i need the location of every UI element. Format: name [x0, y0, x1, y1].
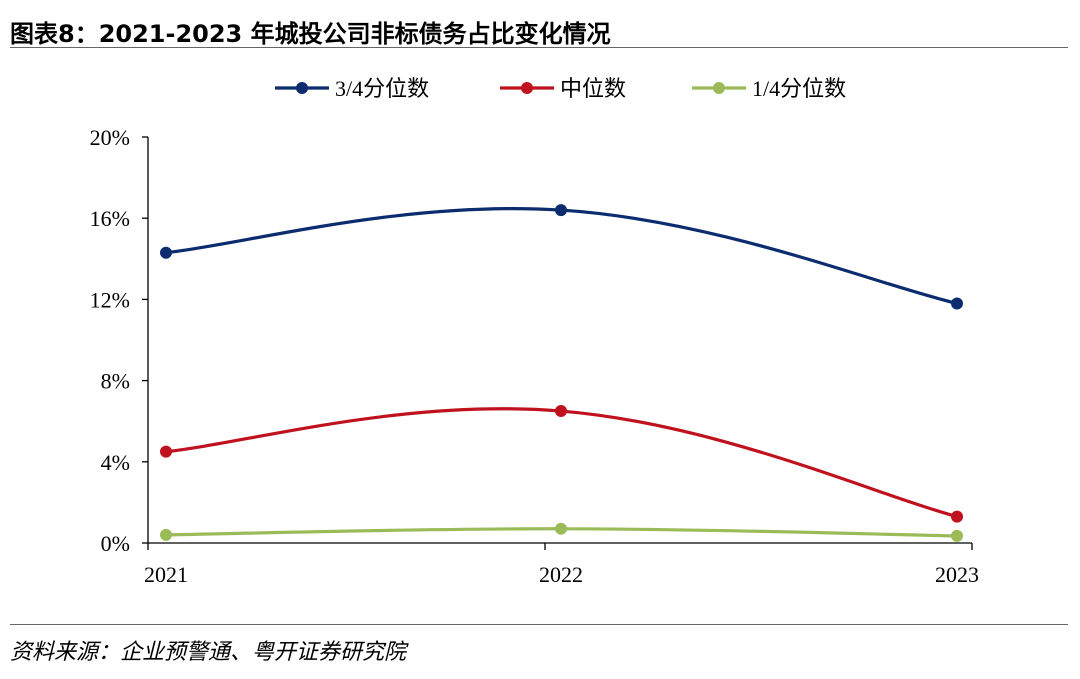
data-point — [555, 405, 567, 418]
source-divider — [10, 624, 1068, 625]
y-tick-label: 12% — [90, 287, 130, 312]
x-tick-label: 2021 — [144, 562, 188, 587]
data-point — [951, 510, 963, 523]
legend-label: 1/4分位数 — [752, 76, 846, 101]
y-tick-label: 4% — [101, 450, 130, 475]
data-point — [951, 297, 963, 310]
data-point — [160, 445, 172, 458]
legend-item: 1/4分位数 — [692, 76, 846, 101]
source-note: 资料来源：企业预警通、粤开证券研究院 — [10, 640, 407, 665]
data-point — [951, 529, 963, 542]
y-tick-label: 16% — [90, 206, 130, 231]
legend-item: 中位数 — [500, 76, 626, 101]
series-line — [165, 407, 958, 519]
series-lines — [160, 204, 963, 542]
chart-title: 图表8：2021-2023 年城投公司非标债务占比变化情况 — [10, 20, 611, 48]
data-point — [555, 522, 567, 535]
data-point — [160, 246, 172, 259]
legend-item: 3/4分位数 — [275, 76, 429, 101]
data-point — [555, 204, 567, 217]
x-tick-label: 2022 — [539, 562, 583, 587]
legend-label: 中位数 — [560, 76, 626, 101]
axes: 0% 4% 8% 12% 16% 20% 2021 2022 2023 — [90, 125, 979, 587]
x-tick-label: 2023 — [935, 562, 979, 587]
legend-marker — [296, 82, 308, 94]
legend-marker — [521, 82, 533, 94]
y-tick-label: 8% — [101, 369, 130, 394]
legend-label: 3/4分位数 — [335, 76, 429, 101]
legend-marker — [713, 82, 725, 94]
legend: 3/4分位数 中位数 1/4分位数 — [275, 76, 846, 101]
y-tick-label: 20% — [90, 125, 130, 150]
data-point — [160, 528, 172, 541]
title-divider — [10, 47, 1068, 48]
series-line — [165, 206, 958, 306]
y-tick-label: 0% — [101, 531, 130, 556]
line-chart: 3/4分位数 中位数 1/4分位数 0% 4% 8% 12% 16% 20% 2021 2022 2… — [90, 76, 979, 587]
